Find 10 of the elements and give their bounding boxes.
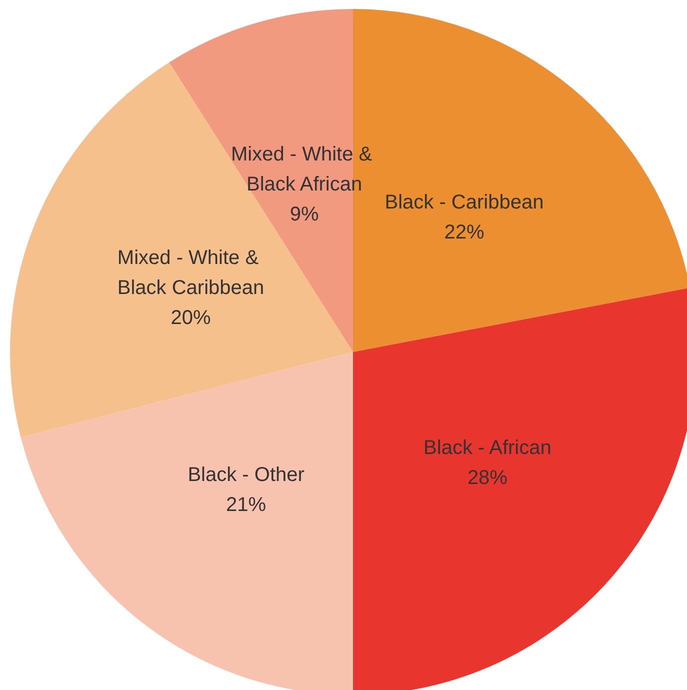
slice-label: Mixed - White & Black African [230, 143, 378, 196]
data-label: 20% [170, 306, 211, 329]
slice-label: Black - African [424, 437, 552, 460]
slice-label: Mixed - White & Black Caribbean [117, 246, 264, 299]
slice-label: Black - Other [188, 464, 305, 486]
data-label: 28% [467, 467, 508, 490]
data-label: 21% [226, 494, 266, 516]
data-label: 22% [444, 222, 484, 244]
data-label: 9% [290, 203, 319, 226]
slice-label: Black - Caribbean [384, 192, 544, 214]
